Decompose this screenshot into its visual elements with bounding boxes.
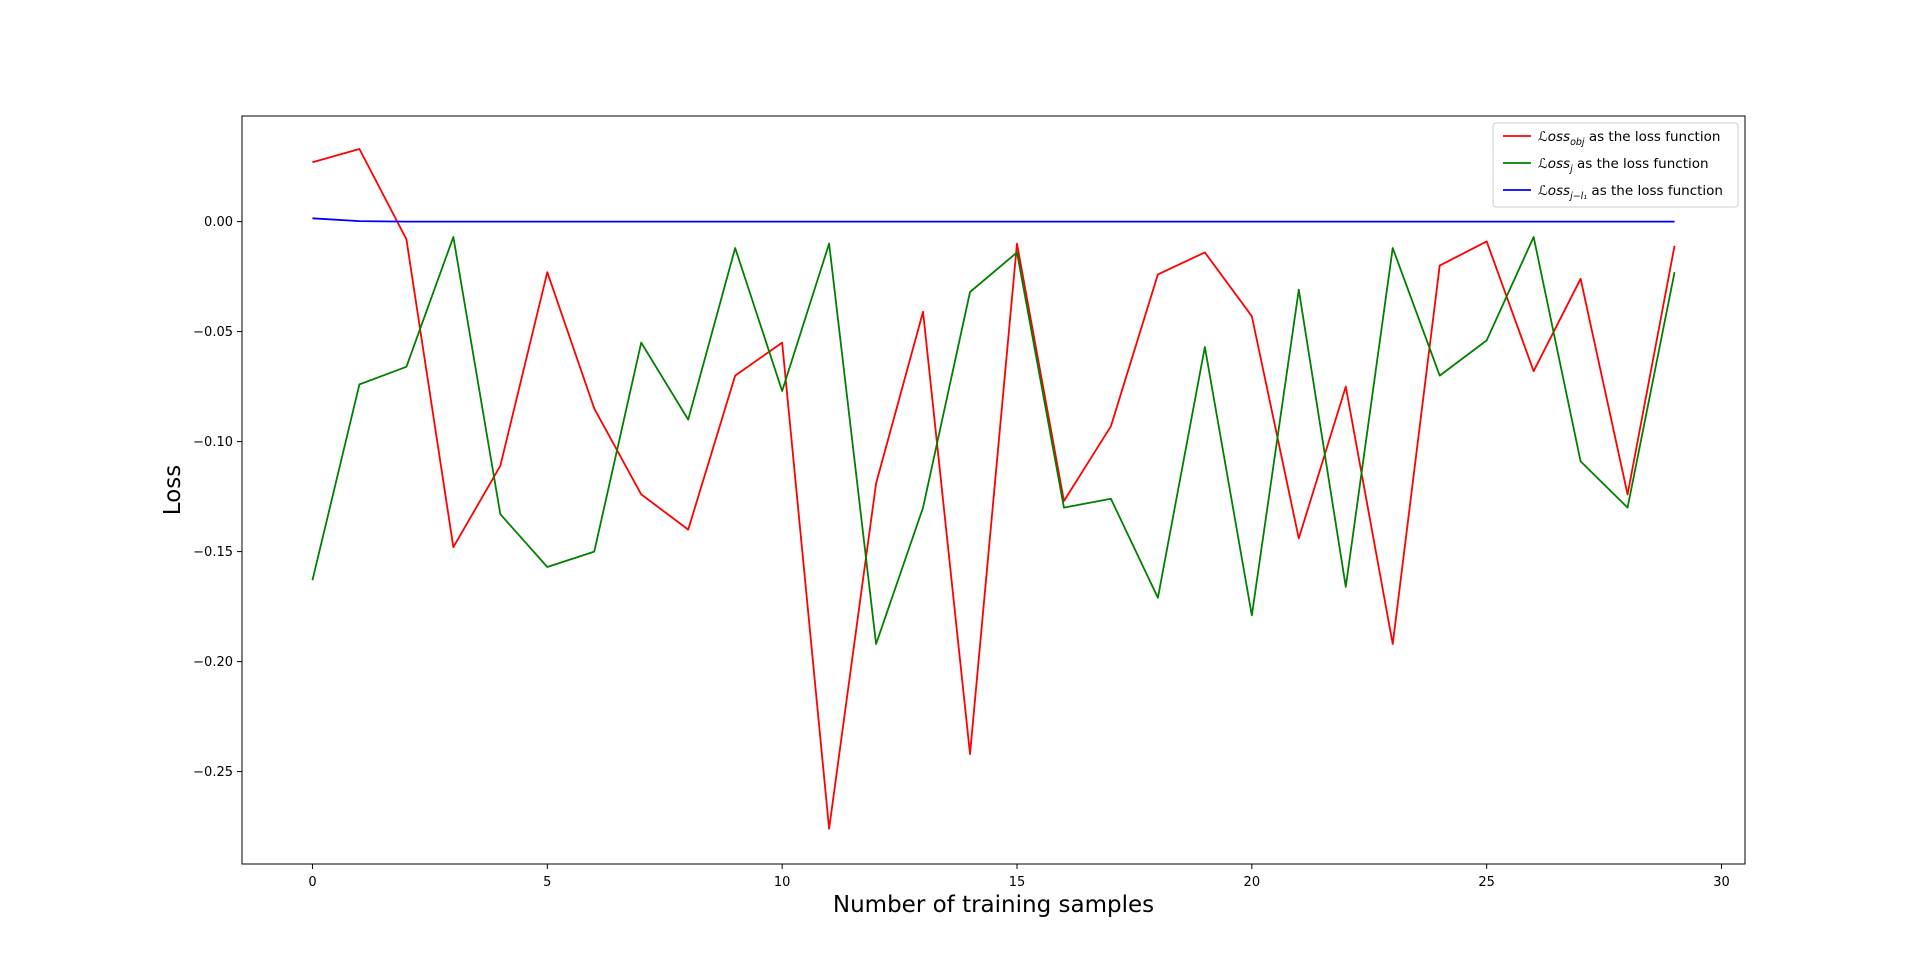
x-tick-label: 30 xyxy=(1713,875,1730,890)
x-tick-label: 15 xyxy=(1009,875,1026,890)
x-tick-label: 0 xyxy=(308,875,316,890)
series-line-j-1 xyxy=(311,236,1676,645)
y-tick-label: −0.25 xyxy=(193,765,233,780)
y-axis: 0.00 −0.05 −0.10 −0.15 −0.20 −0.25 xyxy=(193,215,242,780)
y-tick-label: 0.00 xyxy=(204,215,233,230)
x-axis-title: Number of training samples xyxy=(833,892,1154,918)
y-tick-label: −0.05 xyxy=(193,325,233,340)
legend: ℒossobj as the loss function ℒossj as the… xyxy=(1492,122,1739,208)
x-tick-label: 20 xyxy=(1244,875,1261,890)
legend-box xyxy=(1492,122,1739,208)
y-tick-label: −0.15 xyxy=(193,545,233,560)
legend-entry: ℒossobj as the loss function xyxy=(1503,129,1720,148)
x-tick-label: 10 xyxy=(774,875,791,890)
series-line-obj-0 xyxy=(312,148,1676,830)
y-axis-title: Loss xyxy=(160,465,186,515)
legend-label: ℒossj as the loss function xyxy=(1538,156,1709,175)
x-tick-label: 5 xyxy=(543,875,551,890)
series-line-jl-2 xyxy=(312,217,1675,223)
legend-label: ℒossobj as the loss function xyxy=(1538,129,1720,148)
legend-label: ℒossj−l₁ as the loss function xyxy=(1538,183,1723,202)
plot-area-frame xyxy=(241,115,1746,865)
legend-entry: ℒossj−l₁ as the loss function xyxy=(1503,183,1723,202)
series-layer xyxy=(311,148,1676,830)
y-tick-label: −0.20 xyxy=(193,655,233,670)
legend-entry: ℒossj as the loss function xyxy=(1503,156,1709,175)
y-tick-label: −0.10 xyxy=(193,435,233,450)
x-tick-label: 25 xyxy=(1478,875,1495,890)
x-axis: 0 5 10 15 20 25 30 xyxy=(308,864,1730,890)
